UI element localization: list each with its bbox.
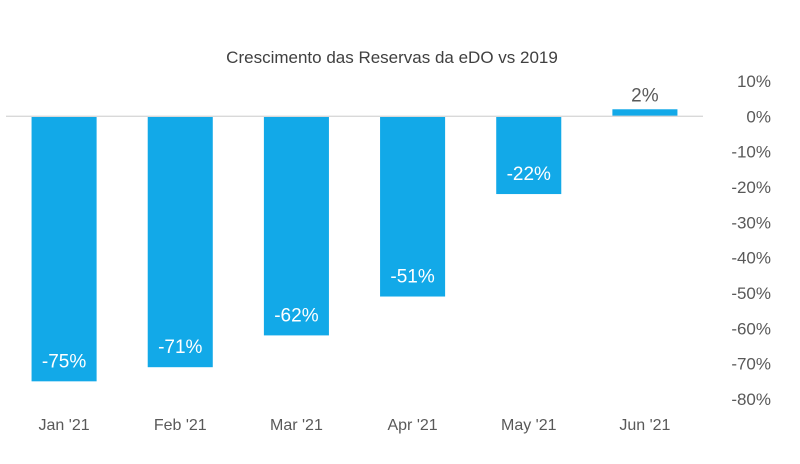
data-label-1: -71%	[158, 337, 202, 358]
category-labels-layer: Jan '21 Feb '21 Mar '21 Apr '21 May '21 Jun '…	[39, 417, 671, 434]
data-label-3: -51%	[390, 267, 434, 288]
chart-title: Crescimento das Reservas da eDO vs 2019	[226, 48, 558, 67]
data-label-0: -75%	[42, 351, 86, 372]
data-label-2: -62%	[274, 305, 318, 326]
y-tick-label-5: -40%	[731, 249, 771, 268]
category-label-2: Mar '21	[270, 417, 323, 434]
y-tick-label-3: -20%	[731, 178, 771, 197]
y-tick-label-9: -80%	[731, 390, 771, 409]
data-label-4: -22%	[507, 164, 551, 185]
bars-layer	[31, 109, 678, 382]
y-tick-label-1: 0%	[746, 107, 771, 126]
y-tick-label-8: -70%	[731, 355, 771, 374]
bar-1	[147, 116, 213, 368]
y-tick-label-7: -60%	[731, 319, 771, 338]
data-labels-layer: -75% -71% -62% -51% -22% 2%	[42, 85, 659, 372]
y-axis-ticks-layer: 10% 0% -10% -20% -30% -40% -50% -60% -70% -80%	[731, 72, 771, 409]
category-label-5: Jun '21	[619, 417, 670, 434]
bar-3	[380, 116, 446, 297]
category-label-3: Apr '21	[387, 417, 437, 434]
bar-5	[612, 109, 678, 117]
y-tick-label-4: -30%	[731, 213, 771, 232]
category-label-0: Jan '21	[39, 417, 90, 434]
data-label-5: 2%	[631, 85, 659, 106]
y-tick-label-6: -50%	[731, 284, 771, 303]
y-tick-label-0: 10%	[737, 72, 771, 91]
category-label-1: Feb '21	[154, 417, 207, 434]
category-label-4: May '21	[501, 417, 557, 434]
bar-2	[263, 116, 329, 336]
bar-4	[496, 116, 562, 195]
bar-0	[31, 116, 97, 382]
y-tick-label-2: -10%	[731, 143, 771, 162]
